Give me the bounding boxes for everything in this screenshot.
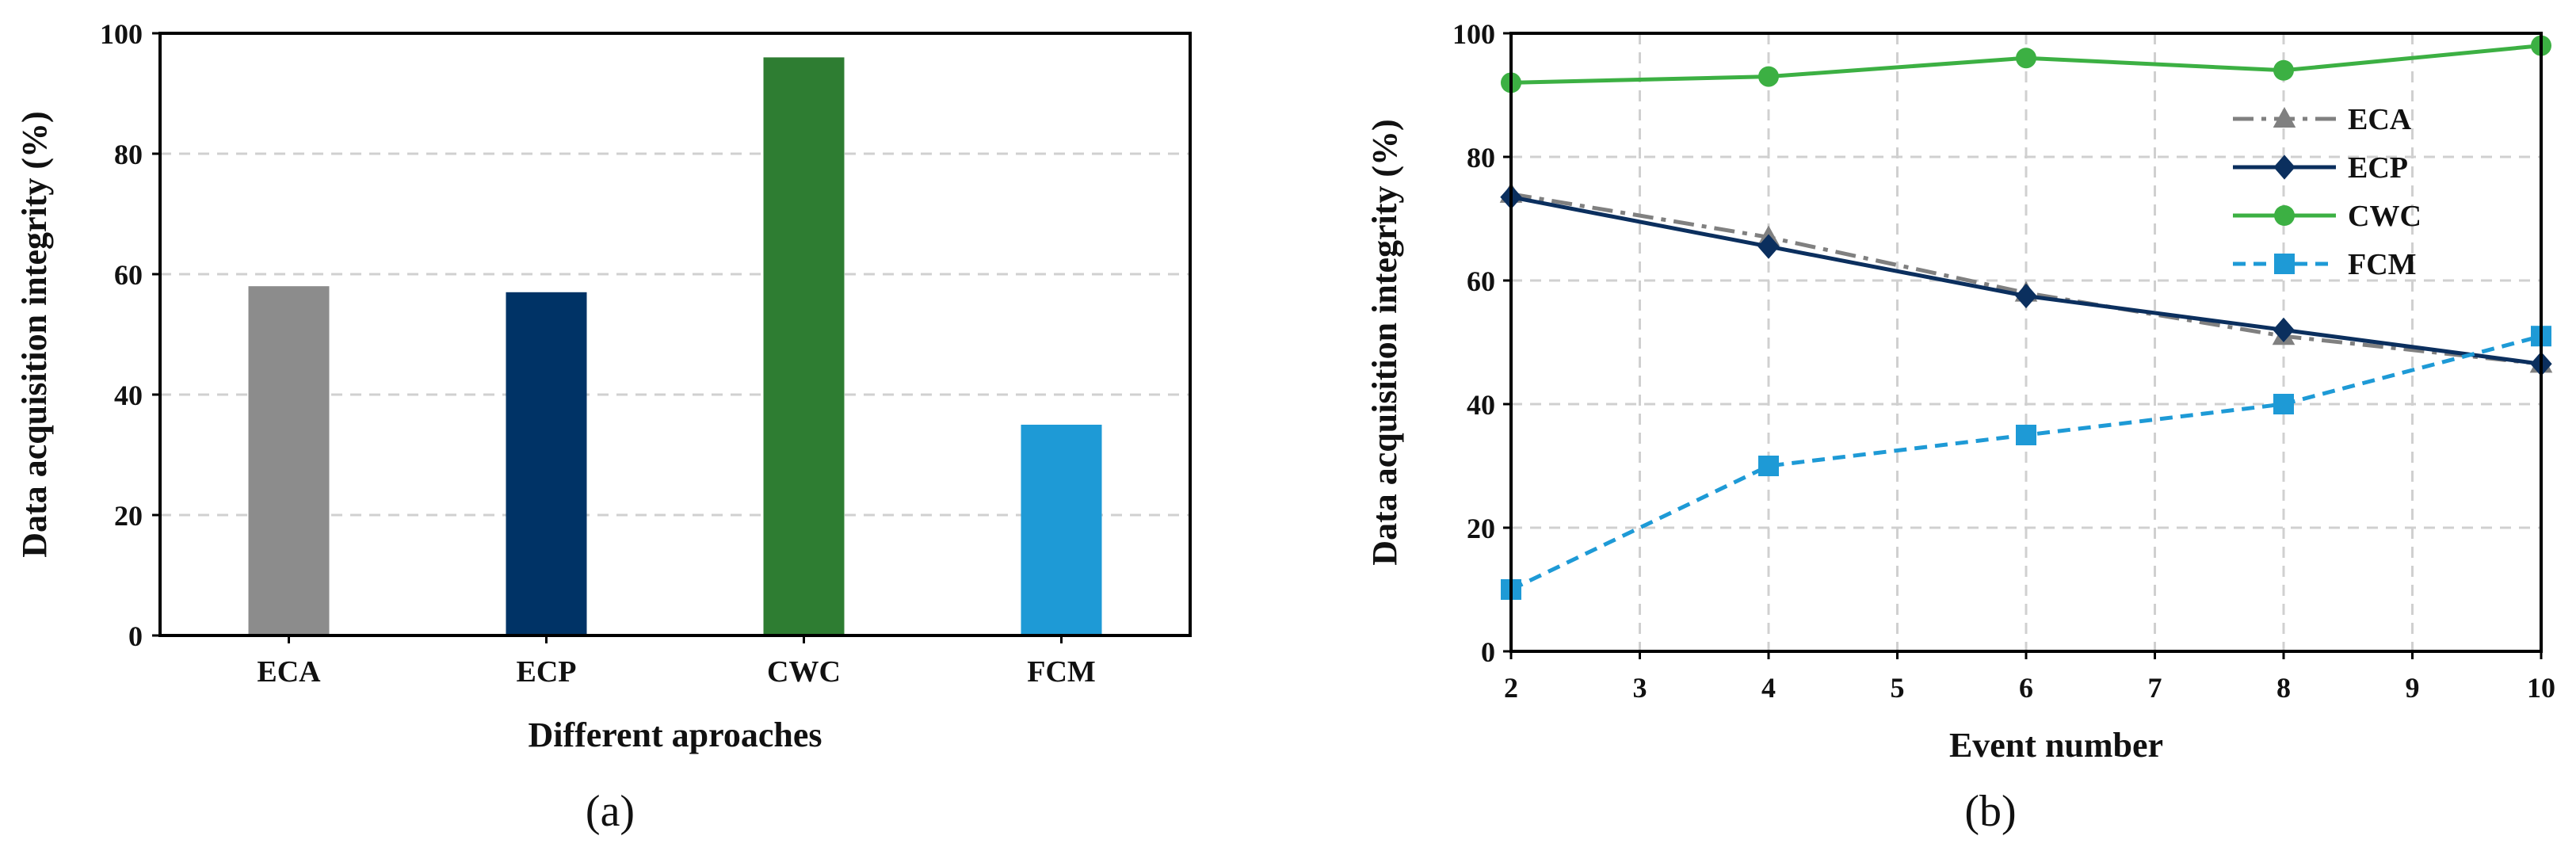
bar-eca: [248, 286, 330, 635]
x-tick-label: 9: [2406, 672, 2420, 704]
x-tick-label: 3: [1633, 672, 1647, 704]
legend-label: FCM: [2348, 248, 2417, 281]
data-point: [2273, 317, 2295, 342]
data-point: [2016, 425, 2036, 445]
category-label: FCM: [1027, 655, 1096, 689]
x-tick-label: 10: [2527, 672, 2555, 704]
data-point: [1758, 456, 1779, 476]
bar-ecp: [506, 292, 587, 635]
legend-item-cwc: CWC: [2233, 200, 2421, 233]
legend-item-ecp: ECP: [2233, 151, 2408, 185]
y-tick-label: 40: [114, 380, 143, 411]
category-label: CWC: [767, 655, 841, 689]
legend: ECA ECP CWC FCM: [2233, 103, 2421, 281]
data-point: [2273, 394, 2294, 414]
data-point: [2273, 59, 2294, 81]
x-tick-label: 4: [1761, 672, 1776, 704]
bar-cwc: [763, 57, 845, 635]
data-point: [1757, 234, 1780, 259]
legend-marker: [2274, 254, 2295, 274]
bar-fcm: [1021, 425, 1102, 635]
y-tick-label: 80: [114, 139, 143, 170]
y-tick-label: 100: [100, 18, 143, 50]
bar-chart-xlabel: Different aproaches: [528, 716, 822, 754]
line-chart-panel: 0 20 40 60 80 100 2 3 4 5 6 7 8 9 10 ECA ECP CWC FCM Eve…: [1365, 18, 2555, 836]
legend-marker: [2274, 205, 2295, 226]
y-tick-label: 20: [114, 500, 143, 532]
y-tick-label: 60: [1467, 265, 1495, 297]
category-label: ECP: [517, 655, 577, 689]
panel-label-b: (b): [1964, 787, 2016, 836]
line-chart-ylabel: Data acquisition integrity (%): [1365, 119, 1404, 565]
y-tick-label: 0: [128, 620, 143, 652]
bar-chart-frame: [158, 32, 1192, 637]
data-point: [2015, 283, 2037, 309]
y-tick-label: 60: [114, 259, 143, 291]
line-chart-xlabel: Event number: [1949, 726, 2163, 765]
legend-marker: [2273, 155, 2296, 180]
bar-chart-ylabel: Data acquisition integrity (%): [15, 111, 54, 557]
legend-item-fcm: FCM: [2233, 248, 2417, 281]
bar-chart-panel: 0 20 40 60 80 100 ECA ECP CWC FCM Different apro…: [15, 18, 1192, 836]
panel-label-a: (a): [586, 787, 635, 836]
data-point: [1758, 66, 1779, 87]
category-label: ECA: [257, 655, 321, 689]
data-point: [2016, 48, 2036, 69]
x-tick-label: 7: [2148, 672, 2162, 704]
x-tick-label: 5: [1891, 672, 1905, 704]
y-tick-label: 20: [1467, 513, 1495, 544]
x-tick-label: 6: [2019, 672, 2033, 704]
series-cwc: [1501, 35, 2551, 93]
y-tick-label: 0: [1481, 636, 1495, 668]
legend-label: ECA: [2348, 103, 2412, 136]
x-tick-label: 2: [1504, 672, 1518, 704]
x-tick-label: 8: [2276, 672, 2291, 704]
legend-marker: [2273, 107, 2296, 128]
legend-item-eca: ECA: [2233, 103, 2412, 136]
legend-label: ECP: [2348, 151, 2408, 185]
y-tick-label: 100: [1452, 18, 1495, 50]
legend-label: CWC: [2348, 200, 2421, 233]
y-tick-label: 40: [1467, 389, 1495, 421]
y-tick-label: 80: [1467, 142, 1495, 174]
